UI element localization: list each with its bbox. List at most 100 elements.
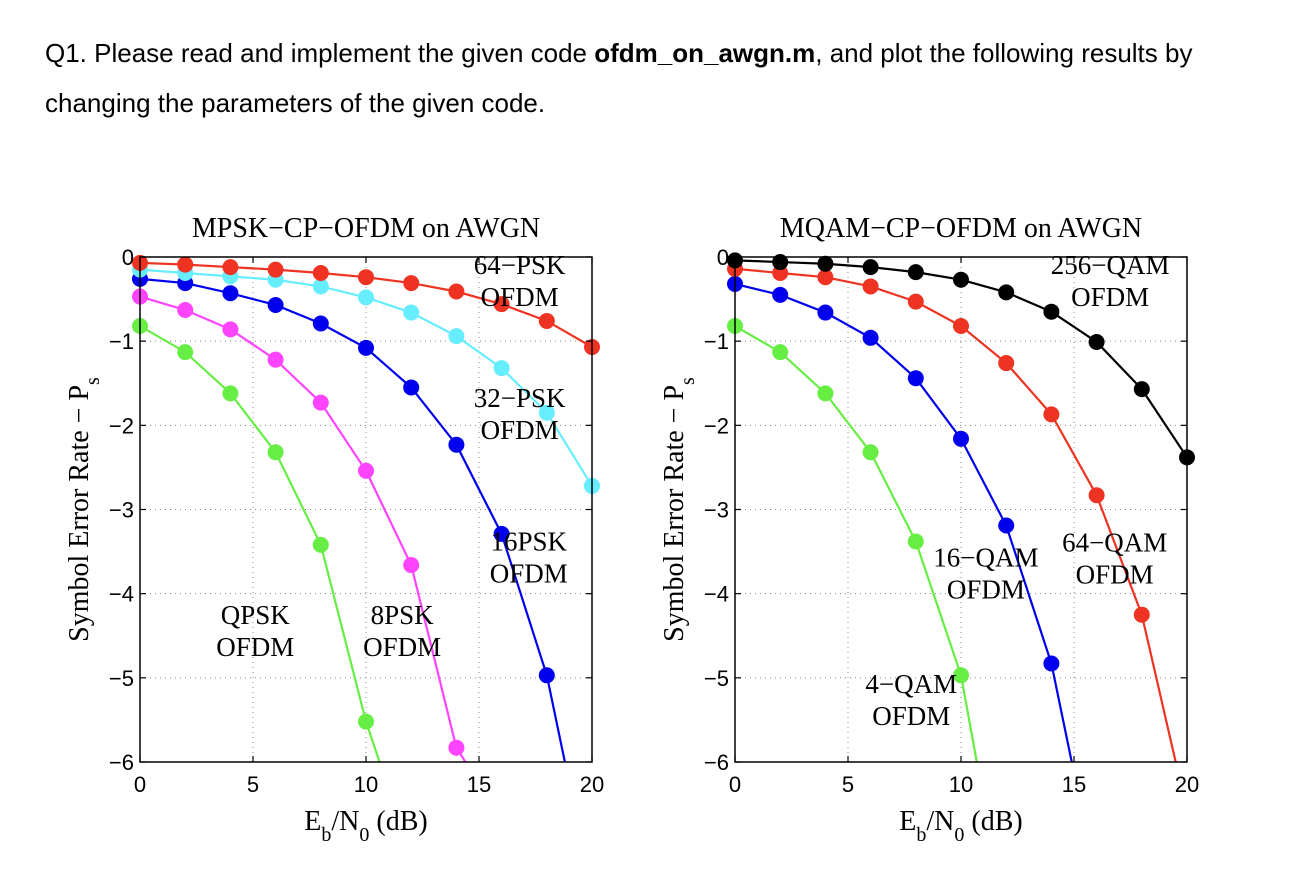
series-4-qam-ofdm — [727, 318, 978, 762]
x-tick-label: 20 — [1175, 772, 1199, 797]
annotation-label: 256−QAM — [1051, 250, 1170, 280]
data-point — [493, 525, 510, 542]
y-tick-label: −4 — [704, 582, 729, 607]
data-point — [1043, 303, 1060, 320]
y-tick-label: −1 — [109, 329, 134, 354]
data-point — [448, 283, 465, 300]
data-point — [448, 739, 465, 756]
annotation-label: OFDM — [481, 282, 559, 312]
data-point — [817, 385, 834, 402]
question-prefix: Q1. Please read and implement the given … — [45, 38, 595, 68]
data-point — [953, 271, 969, 288]
series-line — [140, 325, 381, 762]
question-suffix: , and plot the following results by chan… — [45, 38, 1193, 118]
series-16-qam-ofdm — [727, 275, 1073, 762]
data-point — [222, 259, 239, 276]
annotation-label: OFDM — [490, 559, 568, 589]
series-line — [140, 277, 566, 762]
question-text: Q1. Please read and implement the given … — [45, 28, 1245, 128]
y-tick-label: −6 — [109, 750, 134, 775]
data-point — [998, 355, 1015, 372]
x-tick-label: 0 — [729, 772, 741, 797]
x-axis-label: Eb/N0 (dB) — [899, 806, 1022, 846]
data-point — [358, 713, 374, 730]
data-point — [538, 404, 555, 421]
data-point — [907, 264, 924, 281]
data-point — [267, 261, 284, 278]
data-point — [358, 462, 374, 479]
y-tick-label: −4 — [109, 582, 134, 607]
series-32psk-ofdm — [132, 261, 600, 494]
data-point — [312, 278, 329, 295]
data-point — [998, 284, 1015, 301]
data-point — [1133, 381, 1150, 398]
annotation-label: OFDM — [1076, 560, 1154, 590]
data-point — [358, 269, 374, 286]
y-tick-label: −1 — [704, 329, 729, 354]
data-point — [862, 278, 879, 295]
data-point — [907, 293, 924, 310]
series-line — [140, 295, 467, 762]
annotation-label: 64−PSK — [474, 250, 566, 280]
data-point — [177, 256, 194, 273]
data-point — [1088, 334, 1105, 351]
x-tick-label: 5 — [247, 772, 259, 797]
annotation-label: 16−QAM — [933, 543, 1038, 573]
data-point — [772, 264, 789, 281]
y-tick-label: −3 — [704, 498, 729, 523]
data-point — [312, 394, 329, 411]
y-tick-label: −3 — [109, 498, 134, 523]
annotation-label: 4−QAM — [865, 669, 957, 699]
series-8psk-ofdm — [132, 288, 467, 762]
series-16psk-ofdm — [132, 270, 566, 762]
x-tick-label: 5 — [842, 772, 854, 797]
data-point — [862, 444, 879, 461]
annotation-label: 16PSK — [490, 527, 567, 557]
series-qpsk-ofdm — [132, 318, 381, 762]
y-tick-label: −2 — [704, 413, 729, 438]
data-point — [772, 344, 789, 361]
data-point — [267, 296, 284, 313]
annotation-label: 64−QAM — [1062, 528, 1167, 558]
y-axis-label: Symbol Error Rate − Ps — [64, 377, 104, 642]
data-point — [907, 533, 924, 550]
chart-2: 0 5 10 15 20 0 −1 −2 −3 −4 −5 −6 MQAM−CP−OFDM on AWG… — [659, 213, 1199, 846]
data-point — [538, 312, 555, 329]
data-point — [403, 275, 420, 292]
data-point — [1043, 406, 1060, 423]
data-point — [312, 264, 329, 281]
data-point — [177, 344, 194, 361]
x-tick-label: 15 — [1062, 772, 1086, 797]
data-point — [493, 360, 510, 377]
x-tick-label: 0 — [134, 772, 146, 797]
series-64psk-ofdm — [132, 254, 600, 356]
data-point — [448, 328, 465, 345]
chart-title: MQAM−CP−OFDM on AWGN — [780, 213, 1142, 244]
y-tick-label: 0 — [717, 245, 729, 270]
annotation-label: OFDM — [216, 632, 294, 662]
question-filename: ofdm_on_awgn.m — [594, 38, 816, 68]
data-point — [222, 285, 239, 302]
data-point — [177, 302, 194, 319]
data-point — [907, 370, 924, 387]
y-tick-label: −2 — [109, 413, 134, 438]
data-point — [312, 536, 329, 553]
data-point — [953, 667, 969, 684]
data-point — [403, 557, 420, 574]
y-axis-label: Symbol Error Rate − Ps — [659, 377, 699, 642]
data-point — [772, 286, 789, 303]
annotation-label: 32−PSK — [474, 383, 566, 413]
data-point — [1133, 606, 1150, 623]
x-tick-label: 20 — [580, 772, 604, 797]
annotation-label: QPSK — [221, 600, 291, 630]
x-axis-label: Eb/N0 (dB) — [304, 806, 427, 846]
data-point — [403, 304, 420, 321]
data-point — [953, 318, 969, 335]
data-point — [817, 255, 834, 272]
data-point — [358, 339, 374, 356]
data-point — [862, 329, 879, 346]
y-tick-label: −6 — [704, 750, 729, 775]
y-tick-label: −5 — [704, 666, 729, 691]
y-tick-label: −5 — [109, 666, 134, 691]
